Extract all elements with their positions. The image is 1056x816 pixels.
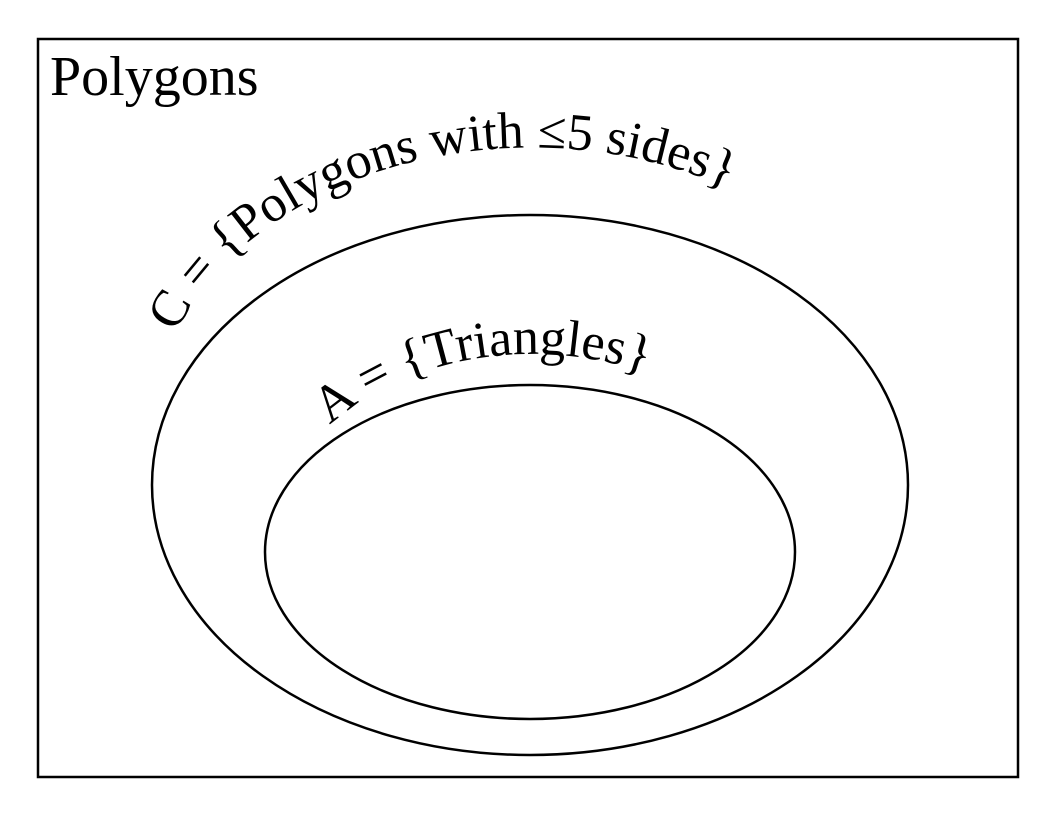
set-c-label: C = {Polygons with ≤5 sides} [136, 102, 745, 338]
set-a-ellipse [263, 383, 797, 721]
universe-label: Polygons [50, 46, 259, 108]
universe-rectangle [36, 37, 1020, 779]
set-a-label: A = {Triangles} [302, 309, 659, 434]
set-c-ellipse [150, 213, 910, 757]
set-a-label-path: A = {Triangles} [302, 309, 659, 434]
set-c-label-path: C = {Polygons with ≤5 sides} [136, 102, 745, 338]
